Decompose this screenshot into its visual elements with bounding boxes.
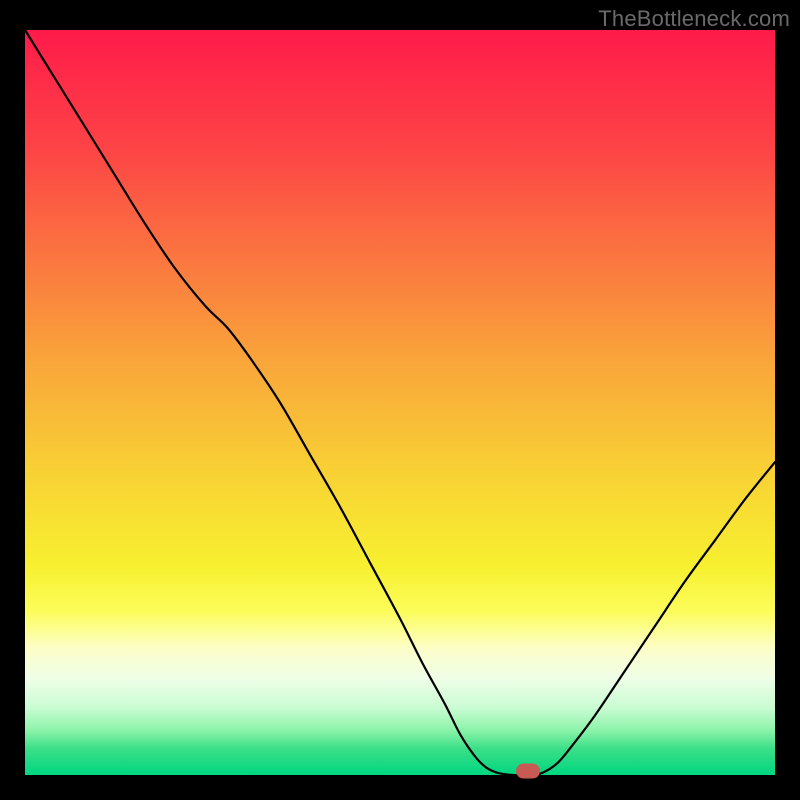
plot-background <box>25 30 775 775</box>
optimum-marker <box>516 764 540 779</box>
chart-frame: TheBottleneck.com <box>0 0 800 800</box>
watermark-text: TheBottleneck.com <box>598 6 790 32</box>
bottleneck-chart <box>0 0 800 800</box>
